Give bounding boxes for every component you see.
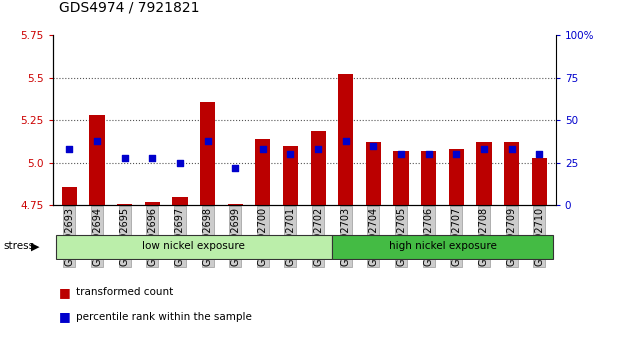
Bar <box>421 151 437 205</box>
Bar <box>310 131 325 205</box>
Point <box>341 138 351 144</box>
Point <box>286 152 296 157</box>
Text: ▶: ▶ <box>31 241 40 251</box>
Bar <box>227 204 243 205</box>
Bar <box>504 142 519 205</box>
Bar <box>366 142 381 205</box>
Text: percentile rank within the sample: percentile rank within the sample <box>76 312 252 322</box>
Bar <box>200 102 215 205</box>
Point <box>396 152 406 157</box>
Bar <box>61 187 77 205</box>
Bar <box>338 74 353 205</box>
Text: low nickel exposure: low nickel exposure <box>142 241 245 251</box>
Text: GDS4974 / 7921821: GDS4974 / 7921821 <box>59 0 199 14</box>
Bar <box>449 149 464 205</box>
Point <box>313 147 323 152</box>
Text: ■: ■ <box>59 310 71 323</box>
Point <box>479 147 489 152</box>
Point <box>451 152 461 157</box>
Bar <box>394 151 409 205</box>
Point <box>424 152 433 157</box>
Bar <box>283 146 298 205</box>
Bar <box>332 235 553 259</box>
Bar <box>532 158 547 205</box>
Bar <box>145 202 160 205</box>
Text: stress: stress <box>3 241 34 251</box>
Bar <box>255 139 270 205</box>
Bar <box>172 197 188 205</box>
Text: ■: ■ <box>59 286 71 298</box>
Point <box>507 147 517 152</box>
Point <box>147 155 157 161</box>
Point <box>230 165 240 171</box>
Point <box>120 155 130 161</box>
Point <box>65 147 75 152</box>
Point <box>258 147 268 152</box>
Text: high nickel exposure: high nickel exposure <box>389 241 496 251</box>
Point <box>534 152 544 157</box>
Point <box>92 138 102 144</box>
Bar <box>117 204 132 205</box>
Text: transformed count: transformed count <box>76 287 174 297</box>
Bar <box>55 235 332 259</box>
Point <box>368 143 378 149</box>
Point <box>175 160 185 166</box>
Bar <box>476 142 492 205</box>
Point <box>202 138 212 144</box>
Bar <box>89 115 104 205</box>
